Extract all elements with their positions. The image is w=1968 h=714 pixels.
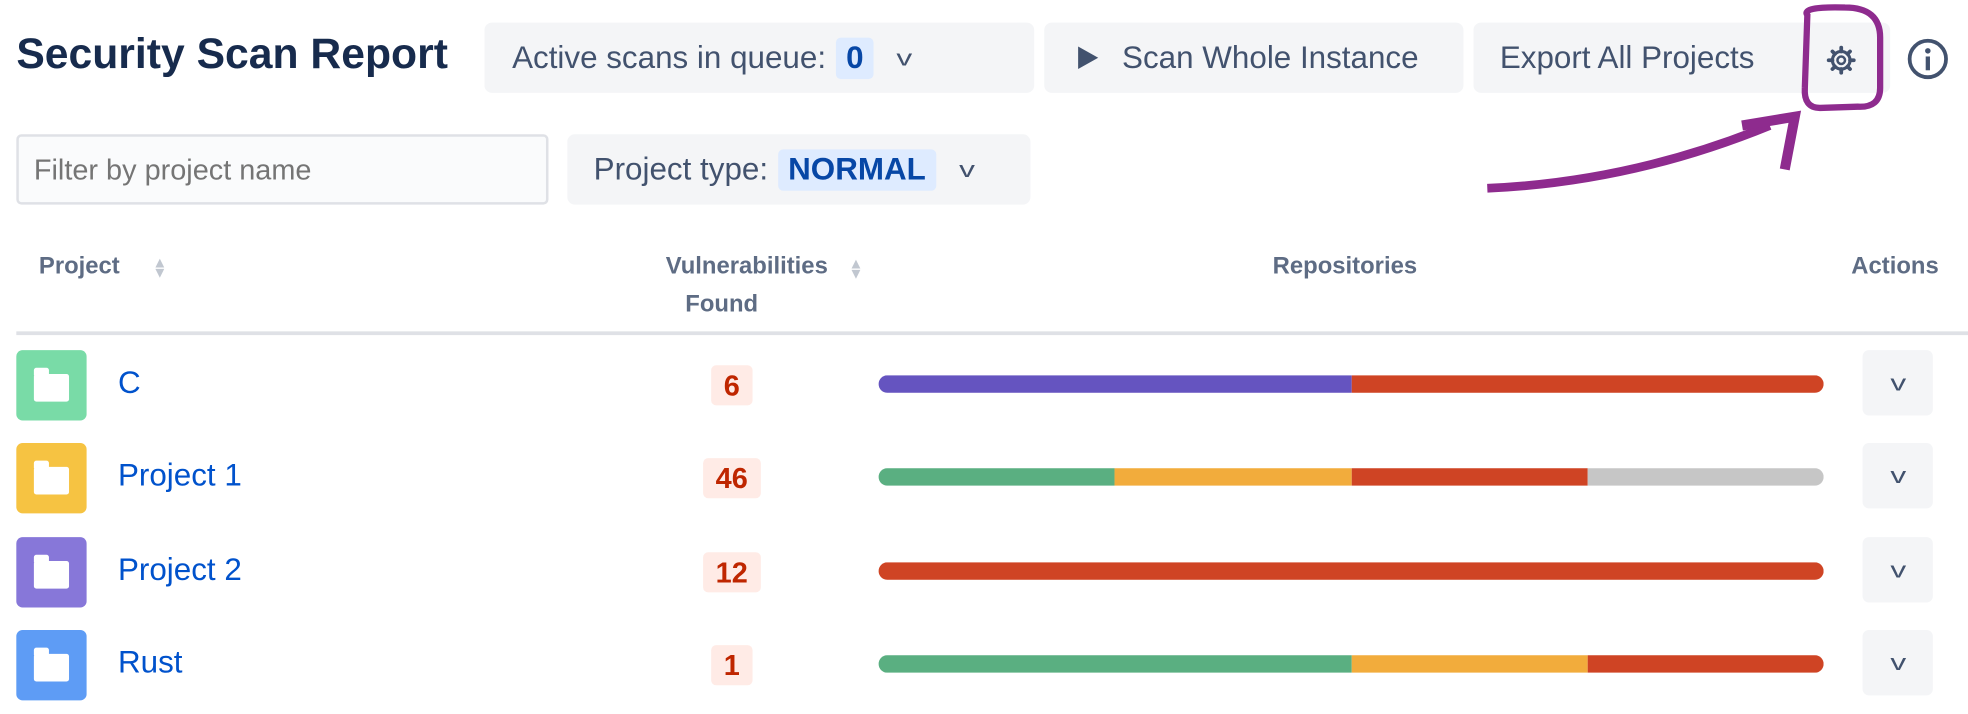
vulnerability-count-badge: 1 <box>711 645 753 686</box>
vulnerability-count-badge: 46 <box>703 458 761 499</box>
table-row: Project 2 12 v <box>0 537 1968 608</box>
chevron-down-icon: v <box>896 44 913 70</box>
info-icon <box>1907 38 1948 80</box>
repository-status-bar <box>878 562 1824 580</box>
page-title: Security Scan Report <box>16 30 448 78</box>
repository-status-bar <box>878 375 1824 393</box>
table-row: Rust 1 v <box>0 630 1968 701</box>
actions-dropdown-button[interactable]: v <box>1862 443 1933 509</box>
table-row: Project 1 46 v <box>0 443 1968 514</box>
scan-whole-instance-label: Scan Whole Instance <box>1122 39 1419 75</box>
vulnerability-count-badge: 6 <box>711 365 753 406</box>
repository-segment <box>1351 655 1588 673</box>
repository-segment <box>1587 655 1824 673</box>
actions-dropdown-button[interactable]: v <box>1862 537 1933 603</box>
project-link[interactable]: Project 1 <box>117 458 242 494</box>
folder-icon <box>16 630 87 701</box>
project-link[interactable]: Rust <box>117 645 183 681</box>
actions-dropdown-button[interactable]: v <box>1862 350 1933 416</box>
column-header-repositories: Repositories <box>1272 253 1418 280</box>
chevron-down-icon: v <box>1889 369 1906 395</box>
repository-segment <box>1351 375 1824 393</box>
play-icon <box>1078 46 1099 70</box>
annotation-highlight-icon <box>1487 4 1884 193</box>
scan-whole-instance-button[interactable]: Scan Whole Instance <box>1044 22 1464 93</box>
repository-segment <box>878 375 1352 393</box>
chevron-down-icon: v <box>1889 462 1906 488</box>
column-header-vulnerabilities[interactable]: Vulnerabilities ▲ ▼ Found <box>665 253 864 318</box>
repository-segment <box>1587 468 1824 486</box>
info-button[interactable] <box>1906 38 1949 87</box>
export-all-projects-button[interactable]: Export All Projects <box>1473 22 1891 93</box>
active-scans-count: 0 <box>836 37 874 79</box>
repository-segment <box>878 562 1824 580</box>
filter-project-input[interactable] <box>16 134 549 205</box>
repository-segment <box>878 655 1352 673</box>
chevron-down-icon: v <box>958 156 975 182</box>
column-header-project[interactable]: Project ▲ ▼ <box>38 253 168 282</box>
project-type-value: NORMAL <box>778 148 936 191</box>
sort-icon: ▲ ▼ <box>848 254 864 283</box>
header-divider <box>16 331 1968 336</box>
active-scans-dropdown[interactable]: Active scans in queue: 0 v <box>484 22 1035 93</box>
gear-icon <box>1826 45 1856 75</box>
chevron-down-icon: v <box>1889 649 1906 675</box>
table-row: C 6 v <box>0 350 1968 421</box>
repository-segment <box>1351 468 1588 486</box>
export-all-projects-label: Export All Projects <box>1499 39 1755 75</box>
folder-icon <box>16 537 87 608</box>
project-type-label: Project type: <box>593 151 769 187</box>
project-link[interactable]: Project 2 <box>117 552 242 588</box>
repository-status-bar <box>878 468 1824 486</box>
repository-segment <box>1114 468 1352 486</box>
vulnerability-count-badge: 12 <box>703 552 761 593</box>
active-scans-label: Active scans in queue: <box>512 39 827 75</box>
project-link[interactable]: C <box>117 365 141 401</box>
folder-icon <box>16 350 87 421</box>
actions-dropdown-button[interactable]: v <box>1862 630 1933 696</box>
repository-segment <box>878 468 1115 486</box>
repository-status-bar <box>878 655 1824 673</box>
sort-icon: ▲ ▼ <box>152 253 168 282</box>
chevron-down-icon: v <box>1889 556 1906 582</box>
project-type-dropdown[interactable]: Project type: NORMAL v <box>567 134 1031 205</box>
settings-button[interactable] <box>1822 41 1860 79</box>
column-header-actions: Actions <box>1851 253 1939 280</box>
folder-icon <box>16 443 87 514</box>
